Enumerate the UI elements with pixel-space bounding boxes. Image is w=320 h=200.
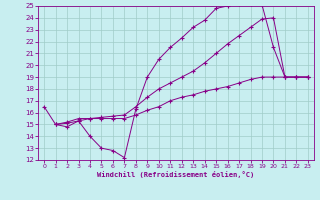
X-axis label: Windchill (Refroidissement éolien,°C): Windchill (Refroidissement éolien,°C): [97, 171, 255, 178]
